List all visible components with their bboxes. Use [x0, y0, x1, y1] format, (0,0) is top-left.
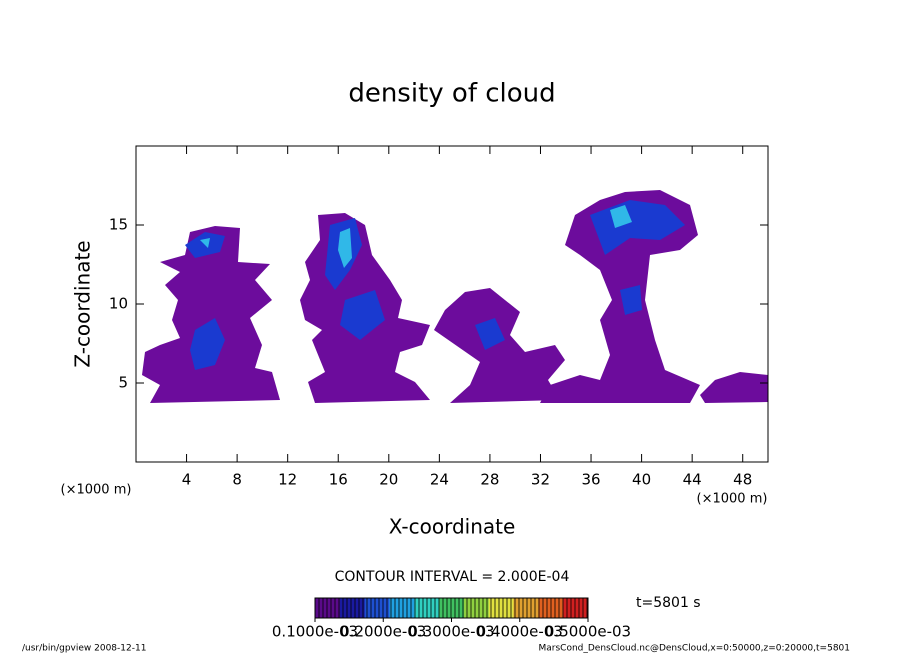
- y-tick-label: 10: [109, 295, 128, 313]
- x-tick-label: 24: [430, 471, 449, 489]
- x-tick-label: 44: [683, 471, 702, 489]
- y-axis-label: Z-coordinate: [71, 240, 95, 367]
- x-tick-label: 40: [632, 471, 651, 489]
- footer-left: /usr/bin/gpview 2008-12-11: [22, 644, 146, 654]
- colorbar-swatch: [364, 598, 390, 618]
- x-tick-label: 8: [232, 471, 242, 489]
- colorbar-tick-label: 0.1000e-03: [272, 623, 358, 641]
- time-label: t=5801 s: [636, 595, 701, 611]
- x-tick-label: 12: [278, 471, 297, 489]
- contour-interval: CONTOUR INTERVAL = 2.000E-04: [335, 569, 570, 585]
- colorbar-swatch: [563, 598, 589, 618]
- x-axis-label: X-coordinate: [389, 515, 516, 539]
- colorbar-swatch: [463, 598, 490, 618]
- x-tick-label: 16: [329, 471, 348, 489]
- colorbar-tick-label: 0.5000e-03: [545, 623, 631, 641]
- colorbar-tick-label: 0.3000e-03: [408, 623, 494, 641]
- x-unit: (×1000 m): [697, 492, 768, 507]
- colorbar: [314, 598, 589, 618]
- footer-right: MarsCond_DensCloud.nc@DensCloud,x=0:5000…: [539, 644, 851, 654]
- colorbar-swatch: [339, 598, 366, 618]
- x-tick-label: 36: [581, 471, 600, 489]
- y-unit: (×1000 m): [61, 483, 132, 498]
- x-tick-label: 28: [480, 471, 499, 489]
- x-tick-label: 48: [733, 471, 752, 489]
- x-tick-label: 32: [531, 471, 550, 489]
- x-tick-label: 4: [182, 471, 192, 489]
- colorbar-swatch: [488, 598, 515, 618]
- x-tick-label: 20: [379, 471, 398, 489]
- y-tick-label: 15: [109, 216, 128, 234]
- y-tick-label: 5: [118, 374, 128, 392]
- colorbar-tick-label: 0.4000e-03: [477, 623, 563, 641]
- colorbar-swatch: [315, 598, 341, 618]
- colorbar-swatch: [513, 598, 539, 618]
- colorbar-tick-label: 0.2000e-03: [340, 623, 426, 641]
- chart-title: density of cloud: [348, 79, 555, 109]
- colorbar-swatch: [439, 598, 465, 618]
- colorbar-swatch: [389, 598, 415, 618]
- cloud-field: [142, 190, 768, 403]
